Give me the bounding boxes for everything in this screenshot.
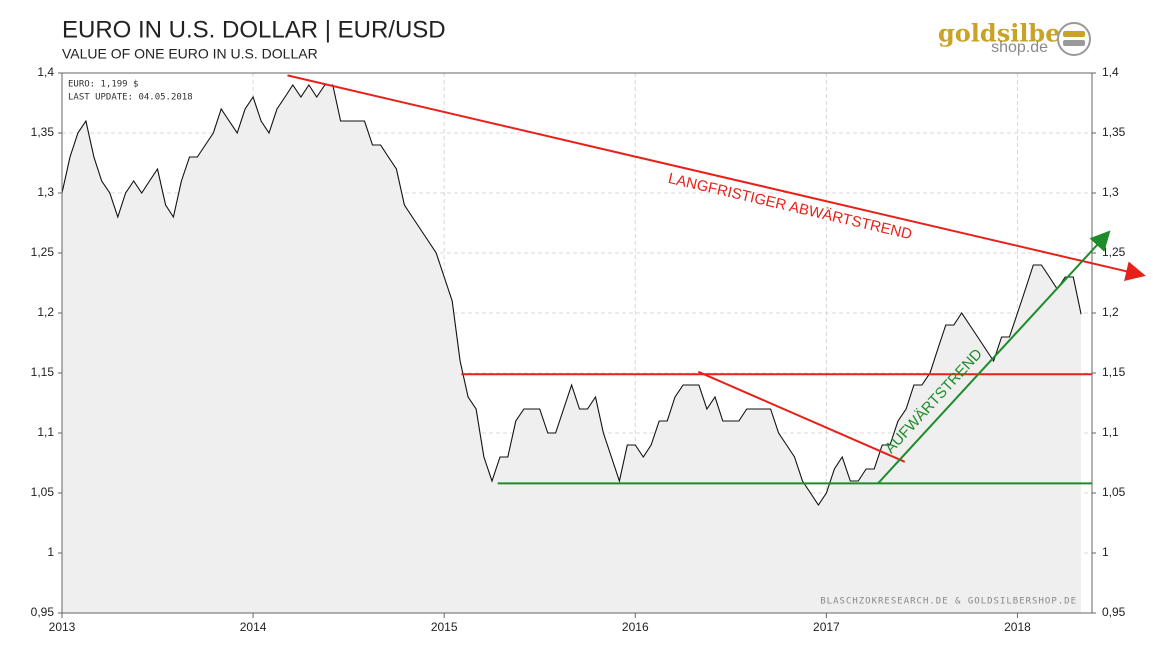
x-tick-label: 2016 — [622, 620, 649, 634]
y2-tick-label: 1,4 — [1102, 65, 1119, 79]
x-tick-label: 2018 — [1004, 620, 1031, 634]
y-tick-label: 1,3 — [37, 185, 54, 199]
x-tick-label: 2017 — [813, 620, 840, 634]
plot-frame — [61, 72, 1093, 614]
info-text: EURO: 1,199 $ — [68, 80, 138, 90]
y-tick-label: 1,4 — [37, 65, 54, 79]
x-tick-label: 2013 — [49, 620, 76, 634]
y-tick-label: 1,15 — [31, 365, 55, 379]
y2-tick-label: 1,3 — [1102, 185, 1119, 199]
trend-line — [287, 74, 1146, 282]
trend-label: LANGFRISTIGER ABWÄRTSTREND — [667, 170, 914, 243]
y-tick-label: 0,95 — [31, 605, 55, 619]
logo-subtext: shop.de — [991, 39, 1048, 56]
y-tick-label: 1 — [47, 545, 54, 559]
chart-subtitle: VALUE OF ONE EURO IN U.S. DOLLAR — [62, 46, 318, 62]
y2-tick-label: 1,35 — [1102, 125, 1126, 139]
y2-tick-label: 1 — [1102, 545, 1109, 559]
trend-line — [877, 230, 1111, 485]
y-tick-label: 1,05 — [31, 485, 55, 499]
logo-bar — [1063, 31, 1085, 37]
y2-tick-label: 1,15 — [1102, 365, 1126, 379]
y-tick-label: 1,2 — [37, 305, 54, 319]
x-tick-label: 2015 — [431, 620, 458, 634]
y-tick-label: 1,25 — [31, 245, 55, 259]
y-tick-label: 1,35 — [31, 125, 55, 139]
info-text: LAST UPDATE: 04.05.2018 — [68, 93, 193, 103]
area — [62, 85, 1082, 613]
y2-tick-label: 1,25 — [1102, 245, 1126, 259]
plot-area — [61, 72, 1092, 614]
trend-line — [697, 370, 906, 463]
source-text: BLASCHZOKRESEARCH.DE & GOLDSILBERSHOP.DE — [820, 597, 1077, 607]
y-tick-label: 1,1 — [37, 425, 54, 439]
logo-bar — [1063, 40, 1085, 46]
chart-title: EURO IN U.S. DOLLAR | EUR/USD — [62, 16, 446, 43]
line — [61, 83, 1082, 506]
logo-text: goldsilber — [938, 19, 1073, 48]
x-tick-label: 2014 — [240, 620, 267, 634]
y2-tick-label: 0,95 — [1102, 605, 1126, 619]
logo-icon — [1057, 22, 1091, 56]
y2-tick-label: 1,05 — [1102, 485, 1126, 499]
y2-tick-label: 1,2 — [1102, 305, 1119, 319]
y2-tick-label: 1,1 — [1102, 425, 1119, 439]
